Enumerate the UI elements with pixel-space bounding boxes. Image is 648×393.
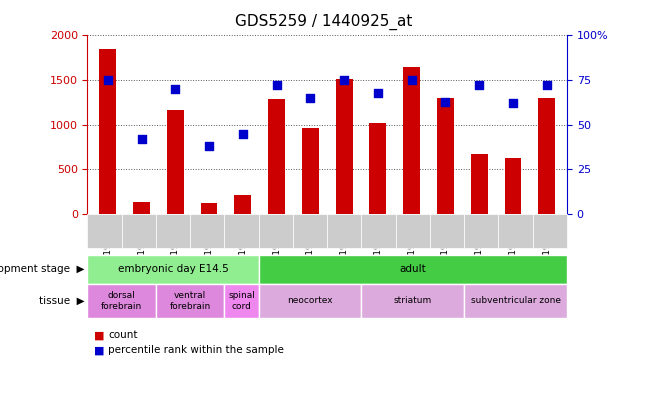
Bar xyxy=(369,123,386,214)
Point xyxy=(136,136,146,142)
Bar xyxy=(268,99,285,214)
Text: dorsal
forebrain: dorsal forebrain xyxy=(101,291,143,310)
Text: adult: adult xyxy=(400,264,426,274)
Text: striatum: striatum xyxy=(394,296,432,305)
Bar xyxy=(201,204,218,214)
Text: tissue  ▶: tissue ▶ xyxy=(39,296,84,306)
Text: GDS5259 / 1440925_at: GDS5259 / 1440925_at xyxy=(235,14,413,30)
Text: spinal
cord: spinal cord xyxy=(228,291,255,310)
Text: count: count xyxy=(108,330,138,340)
Text: development stage  ▶: development stage ▶ xyxy=(0,264,84,274)
Point xyxy=(170,86,180,92)
Text: ventral
forebrain: ventral forebrain xyxy=(170,291,211,310)
Bar xyxy=(538,98,555,214)
Point xyxy=(373,90,383,96)
Text: ■: ■ xyxy=(94,345,104,355)
Bar xyxy=(437,98,454,214)
Point xyxy=(406,77,417,83)
Point xyxy=(238,130,248,137)
Point xyxy=(339,77,349,83)
Text: subventricular zone: subventricular zone xyxy=(470,296,561,305)
Bar xyxy=(505,158,522,214)
Bar xyxy=(133,202,150,214)
Bar xyxy=(302,129,319,214)
Text: percentile rank within the sample: percentile rank within the sample xyxy=(108,345,284,355)
Point xyxy=(508,100,518,107)
Text: embryonic day E14.5: embryonic day E14.5 xyxy=(118,264,229,274)
Text: ■: ■ xyxy=(94,330,104,340)
Point xyxy=(102,77,113,83)
Bar xyxy=(336,79,353,214)
Point xyxy=(272,82,282,88)
Bar xyxy=(99,49,116,214)
Bar xyxy=(470,154,488,214)
Point xyxy=(542,82,552,88)
Bar xyxy=(167,110,184,214)
Point xyxy=(204,143,214,149)
Bar xyxy=(403,67,420,214)
Text: neocortex: neocortex xyxy=(287,296,333,305)
Bar xyxy=(235,195,251,214)
Point xyxy=(474,82,485,88)
Point xyxy=(305,95,316,101)
Point xyxy=(440,98,450,105)
